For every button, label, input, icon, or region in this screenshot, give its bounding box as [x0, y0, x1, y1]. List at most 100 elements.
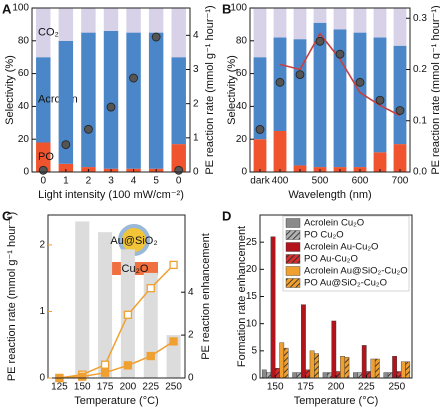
bar — [344, 357, 350, 379]
x-tick-label: 700 — [392, 176, 409, 187]
x-tick-label: 225 — [358, 382, 375, 393]
bar-segment — [393, 144, 407, 172]
y-axis-title: Formation rate enhancement — [236, 226, 248, 367]
plot-frame — [249, 7, 411, 173]
bar — [322, 372, 328, 379]
y-tick-label: 60 — [18, 68, 30, 79]
x-tick-label: 500 — [312, 176, 329, 187]
rate-point — [100, 368, 110, 377]
y2-tick-label: 0.1 — [413, 115, 427, 126]
rate-point — [151, 32, 161, 42]
y-tick-label: 0 — [251, 373, 257, 384]
bar — [292, 372, 298, 379]
legend-swatch — [285, 218, 301, 228]
y2-tick-label: 0.2 — [413, 64, 427, 75]
inset-label: Au@SiO₂ — [110, 235, 157, 247]
segment-label: CO₂ — [38, 27, 59, 39]
x-tick-label: 200 — [120, 382, 137, 393]
y2-axis-title: PE reaction rate (mmol g⁻¹ hour⁻¹) — [204, 5, 216, 174]
y-tick-label: 60 — [236, 68, 248, 79]
y-tick-label: 40 — [18, 101, 30, 112]
x-tick-label: 400 — [272, 176, 289, 187]
rate-line — [279, 32, 401, 117]
bar — [266, 372, 272, 379]
bar-segment — [36, 8, 51, 58]
bar-segment — [313, 8, 327, 23]
y-tick-label: 80 — [236, 35, 248, 46]
rate-point — [395, 106, 405, 115]
bar-segment — [333, 8, 347, 30]
x-axis-title: Light intensity (100 mW/cm⁻²) — [38, 189, 184, 201]
rate-point — [123, 361, 133, 370]
bar-segment — [273, 131, 287, 172]
bar-segment — [103, 8, 119, 31]
x-tick-label: 200 — [328, 382, 345, 393]
bar — [335, 371, 341, 379]
y2-tick-label: 0.0 — [413, 167, 427, 178]
x-tick-label: 0 — [41, 176, 47, 187]
rate-point — [275, 77, 285, 87]
x-tick-label: 150 — [267, 382, 284, 393]
rate-point — [169, 260, 178, 270]
bar-segment — [58, 8, 74, 41]
legend-swatch — [285, 230, 301, 240]
bar-segment — [313, 22, 327, 168]
legend-swatch — [285, 278, 301, 288]
y2-tick-label: 0.3 — [413, 13, 427, 24]
y2-axis-title: PE reaction enhancement — [200, 233, 212, 360]
x-tick-label: 4 — [131, 176, 137, 187]
rate-point — [375, 95, 385, 105]
y-tick-label: 20 — [236, 134, 248, 145]
bar-segment — [293, 165, 307, 172]
bar-segment — [171, 57, 186, 145]
bar-segment — [58, 40, 74, 164]
y-tick-label: 100 — [230, 3, 247, 14]
bar — [340, 356, 345, 379]
bar-segment — [81, 32, 96, 168]
bar — [296, 372, 302, 379]
bar-segment — [293, 8, 307, 40]
bar-segment — [171, 144, 186, 172]
bar-segment — [253, 57, 267, 140]
y2-tick-label: 0 — [188, 373, 194, 384]
bar-segment — [373, 8, 387, 38]
y-tick-label: 20 — [246, 264, 258, 275]
x-tick-label: 175 — [297, 382, 314, 393]
legend-label: Acrolein Cu₂O — [304, 218, 364, 229]
segment-label: PO — [38, 151, 54, 163]
bar — [261, 369, 267, 379]
panel-label: A — [2, 1, 12, 16]
y-tick-label: 25 — [246, 237, 258, 248]
rate-point — [169, 337, 178, 346]
y-tick-label: 5 — [251, 345, 257, 356]
bar — [405, 361, 411, 379]
y-axis-title: Selectivity (%) — [4, 55, 16, 125]
enhancement-bar — [98, 232, 113, 378]
legend-label: PO Cu₂O — [304, 230, 344, 241]
legend-swatch — [285, 242, 301, 252]
legend-label: Acrolein Au-Cu₂O — [304, 242, 378, 253]
bar-segment — [171, 8, 186, 58]
y-axis-title: PE reaction rate (mmol g⁻¹ hour⁻¹) — [6, 212, 18, 381]
bar — [383, 372, 389, 379]
y2-tick-label: 4 — [193, 30, 199, 41]
y2-tick-label: 2 — [188, 330, 194, 341]
bar — [396, 371, 402, 379]
legend-label: Acrolein Au@SiO₂-Cu₂O — [304, 266, 408, 277]
bar-segment — [393, 8, 407, 46]
rate-point — [146, 351, 155, 361]
y-tick-label: 0 — [241, 167, 247, 178]
plot-frame — [31, 7, 191, 173]
bar — [374, 358, 380, 379]
enhancement-bar — [143, 272, 158, 378]
rate-point — [106, 102, 116, 112]
y-tick-label: 0 — [39, 373, 45, 384]
bar — [301, 304, 306, 379]
bar-segment — [353, 8, 367, 33]
rate-point — [255, 125, 265, 134]
bar-segment — [393, 45, 407, 145]
bar — [400, 361, 406, 379]
rate-point — [355, 77, 365, 87]
enhancement-bar — [166, 335, 181, 378]
